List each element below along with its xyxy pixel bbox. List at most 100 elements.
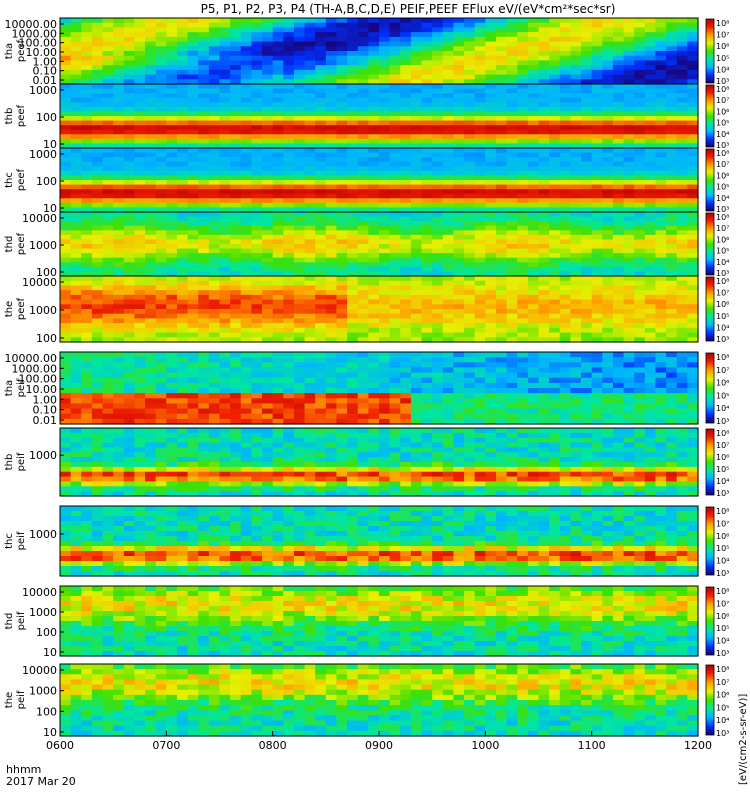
heatmap-cell [410,189,423,195]
heatmap-cell [676,193,688,199]
heatmap-cell [655,116,667,122]
heatmap-cell [176,93,189,99]
heatmap-cell [368,161,380,167]
heatmap-cell [187,166,199,172]
heatmap-cell [113,32,125,38]
heatmap-cell [262,304,274,310]
heatmap-cell [113,148,125,154]
heatmap-cell [442,276,455,282]
heatmap-cell [442,55,455,62]
heatmap-cell [304,276,316,282]
heatmap-cell [687,266,699,273]
heatmap-cell [379,309,391,315]
heatmap-cell [379,377,391,384]
heatmap-cell [495,198,508,204]
heatmap-cell [517,418,529,425]
heatmap-cell [198,18,210,24]
heatmap-cell [336,413,348,420]
heatmap-cell [155,36,167,43]
heatmap-cell [527,216,540,222]
y-tick-label: 100 [36,332,57,345]
heatmap-cell [240,398,252,405]
heatmap-cell [176,102,189,108]
heatmap-cell [485,225,497,231]
heatmap-cell [655,170,667,177]
heatmap-cell [612,175,625,181]
heatmap-cell [155,79,167,85]
heatmap-cell [347,337,359,343]
heatmap-cell [240,323,252,329]
heatmap-cell [612,27,625,33]
heatmap-cell [495,318,508,324]
heatmap-cell [591,299,603,305]
heatmap-cell [145,372,157,379]
heatmap-cell [283,202,295,209]
heatmap-cell [283,120,295,126]
heatmap-cell [538,248,550,254]
heatmap-cell [432,323,444,329]
heatmap-cell [357,323,369,329]
heatmap-cell [60,294,72,301]
heatmap-cell [612,323,625,329]
heatmap-cell [464,207,476,213]
heatmap-cell [262,244,274,250]
heatmap-cell [145,120,157,126]
heatmap-cell [176,266,189,273]
heatmap-cell [176,271,189,277]
heatmap-cell [368,382,380,389]
heatmap-cell [91,332,104,338]
heatmap-cell [517,299,529,305]
heatmap-cell [432,79,444,85]
heatmap-cell [410,393,423,399]
heatmap-cell [123,125,136,131]
heatmap-cell [464,262,476,268]
heatmap-cell [400,304,412,310]
heatmap-cell [91,393,104,399]
heatmap-cell [591,93,603,99]
heatmap-cell [208,377,221,384]
heatmap-cell [251,239,263,245]
heatmap-cell [187,318,199,324]
heatmap-cell [208,388,221,394]
heatmap-cell [368,408,380,415]
heatmap-cell [644,180,657,186]
heatmap-cell [102,216,114,222]
heatmap-cell [442,285,455,291]
heatmap-cell [240,388,252,394]
heatmap-cell [485,323,497,329]
heatmap-cell [113,202,125,209]
heatmap-cell [91,304,104,310]
heatmap-cell [357,41,369,47]
heatmap-cell [495,202,508,209]
heatmap-cell [432,175,444,181]
heatmap-cell [538,198,550,204]
heatmap-cell [187,313,199,320]
heatmap-cell [570,27,582,33]
heatmap-cell [293,138,306,145]
heatmap-cell [559,266,571,273]
heatmap-cell [464,166,476,172]
heatmap-cell [325,362,338,369]
heatmap-cell [315,290,327,296]
heatmap-cell [410,88,423,94]
heatmap-cell [187,382,199,389]
heatmap-cell [219,84,231,90]
heatmap-cell [262,248,274,254]
heatmap-cell [262,393,274,399]
heatmap-cell [304,313,316,320]
heatmap-cell [368,244,380,250]
heatmap-cell [410,60,423,66]
heatmap-cell [283,189,295,195]
heatmap-cell [474,304,486,310]
panel-tha_peef: 10000.001000.00100.0010.001.000.100.01th… [4,17,729,87]
heatmap-cell [91,244,104,250]
heatmap-cell [145,225,157,231]
heatmap-cell [559,280,571,287]
heatmap-cell [155,166,167,172]
heatmap-cell [442,46,455,52]
heatmap-cell [591,212,603,218]
heatmap-cell [495,116,508,122]
heatmap-cell [272,294,284,301]
heatmap-cell [325,166,338,172]
heatmap-cell [357,253,369,259]
